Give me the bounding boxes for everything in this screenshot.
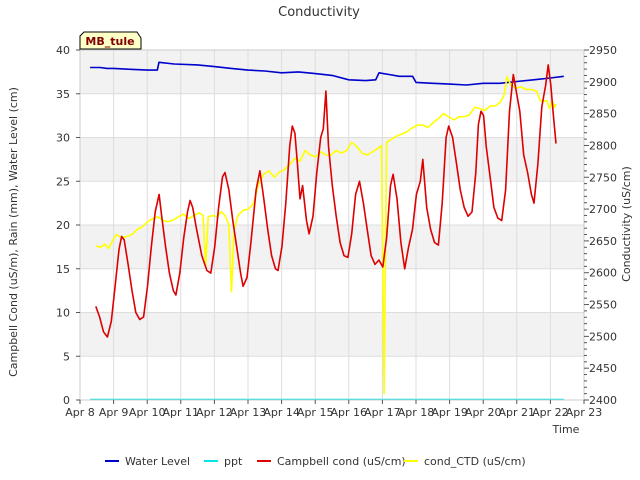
y-left-tick-label: 5: [63, 350, 70, 363]
plot-background-bands: [80, 50, 584, 400]
legend-item: Campbell cond (uS/cm): [257, 455, 406, 468]
legend-label: cond_CTD (uS/cm): [424, 455, 526, 468]
y-left-tick-label: 30: [56, 132, 70, 145]
right-axis: 2400 2450 2500 2550 2600 2650 2700 2750 2800 2850…: [584, 44, 617, 407]
x-tick-label: Apr 19: [431, 406, 468, 419]
legend-label: Water Level: [125, 455, 190, 468]
legend-item: cond_CTD (uS/cm): [404, 455, 526, 468]
plot-band: [80, 268, 584, 313]
series-line-cond-ctd-us-cm: [95, 75, 557, 395]
y-left-tick-label: 35: [56, 88, 70, 101]
plot-band: [80, 356, 584, 400]
y-left-tick-label: 40: [56, 44, 70, 57]
y-right-tick-label: 2950: [589, 44, 617, 57]
x-axis-label: Time: [552, 423, 580, 436]
y-left-tick-label: 10: [56, 307, 70, 320]
x-tick-label: Apr 10: [129, 406, 166, 419]
left-axis: 0 5 10 15 20 25 30 35 40: [56, 44, 80, 407]
y-left-tick-label: 0: [63, 394, 70, 407]
plot-band: [80, 312, 584, 357]
plot-band: [80, 50, 584, 94]
x-tick-label: Apr 21: [499, 406, 536, 419]
x-tick-label: Apr 16: [331, 406, 368, 419]
y-left-tick-label: 20: [56, 219, 70, 232]
y-right-tick-label: 2600: [589, 267, 617, 280]
legend-item: Water Level: [105, 455, 190, 468]
x-tick-label: Apr 18: [398, 406, 435, 419]
x-tick-label: Apr 9: [99, 406, 129, 419]
y-right-tick-label: 2550: [589, 299, 617, 312]
x-tick-label: Apr 15: [297, 406, 334, 419]
y-right-tick-label: 2700: [589, 203, 617, 216]
plot-band: [80, 93, 584, 138]
plot-band: [80, 225, 584, 269]
series-line-water-level: [90, 61, 564, 86]
x-tick-label: Apr 14: [263, 406, 300, 419]
y-right-tick-label: 2400: [589, 394, 617, 407]
x-tick-label: Apr 17: [364, 406, 401, 419]
x-tick-label: Apr 11: [163, 406, 200, 419]
y-left-tick-label: 25: [56, 175, 70, 188]
y-right-tick-label: 2500: [589, 330, 617, 343]
y-right-tick-label: 2900: [589, 76, 617, 89]
legend-item: ppt: [204, 455, 243, 468]
chart-title: Conductivity: [278, 5, 360, 20]
x-tick-label: Apr 20: [465, 406, 502, 419]
y-right-tick-label: 2650: [589, 235, 617, 248]
y-axis-right-label: Conductivity (uS/cm): [620, 166, 633, 282]
x-tick-label: Apr 22: [532, 406, 569, 419]
x-tick-label: Apr 23: [566, 406, 603, 419]
y-right-tick-label: 2850: [589, 108, 617, 121]
site-label-box: MB_tule: [79, 31, 142, 50]
x-tick-label: Apr 12: [196, 406, 233, 419]
y-right-tick-label: 2800: [589, 139, 617, 152]
x-tick-label: Apr 13: [230, 406, 267, 419]
y-left-tick-label: 15: [56, 263, 70, 276]
y-right-tick-label: 2750: [589, 171, 617, 184]
y-right-tick-label: 2450: [589, 362, 617, 375]
plot-band: [80, 137, 584, 182]
legend: Water Level ppt Campbell cond (uS/cm) cond_…: [105, 455, 526, 468]
series-line-campbell-cond-us-cm: [95, 64, 557, 338]
y-axis-left-label: Campbell Cond (uS/m), Rain (mm), Water L…: [7, 87, 20, 377]
x-tick-label: Apr 8: [65, 406, 95, 419]
site-label: MB_tule: [85, 35, 134, 48]
legend-label: ppt: [224, 455, 243, 468]
legend-label: Campbell cond (uS/cm): [277, 455, 406, 468]
